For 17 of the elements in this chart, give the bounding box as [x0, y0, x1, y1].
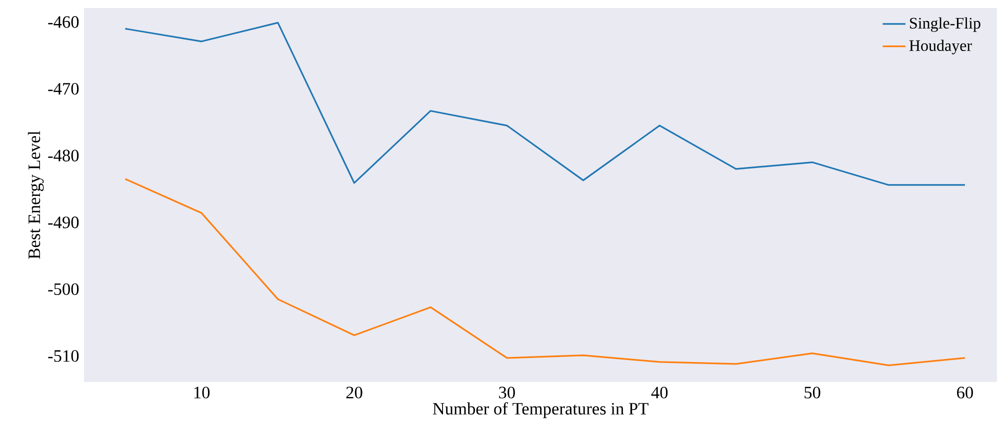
legend-label: Single-Flip [910, 17, 980, 32]
x-tick-label: 40 [651, 386, 668, 398]
legend-label: Houdayer [909, 40, 972, 54]
y-tick-label: -500 [48, 283, 79, 296]
y-tick-label: -510 [48, 350, 79, 362]
x-tick-label: 20 [346, 386, 362, 398]
x-axis-title: Number of Temperatures in PT [432, 402, 648, 418]
line-series [124, 178, 966, 366]
y-tick-label: -480 [48, 150, 79, 162]
y-tick-label: -470 [48, 82, 79, 95]
y-tick-label: -460 [48, 16, 79, 28]
x-tick-label: 10 [194, 386, 210, 398]
x-tick-label: 60 [957, 386, 973, 398]
x-tick-label: 50 [804, 386, 820, 398]
y-axis-title: Best Energy Level [28, 131, 44, 259]
y-tick-label: -490 [48, 216, 79, 228]
x-tick-label: 30 [499, 386, 515, 398]
